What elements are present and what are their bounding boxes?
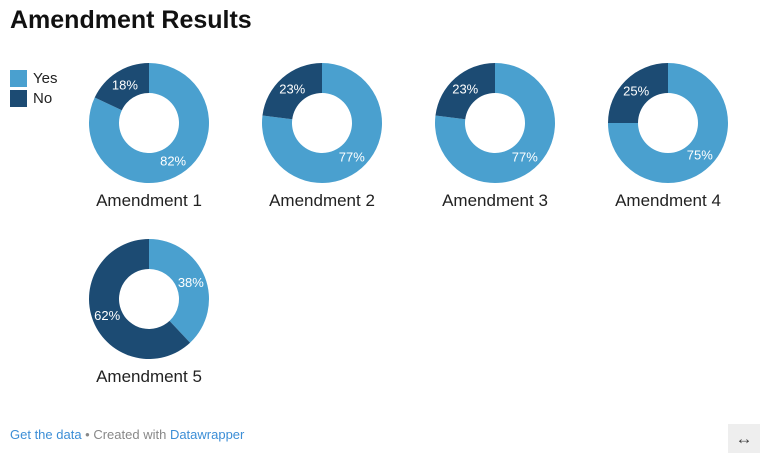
amendment-4-yes-slice <box>608 63 728 183</box>
amendment-3-yes-slice <box>435 63 556 184</box>
amendment-2-yes-label: 77% <box>339 149 365 164</box>
amendment-2-no-slice <box>262 63 322 120</box>
get-data-link[interactable]: Get the data <box>10 427 82 442</box>
legend-label-no: No <box>33 89 53 107</box>
amendment-1-title: Amendment 1 <box>96 191 202 210</box>
amendment-1-yes-label: 82% <box>160 153 186 168</box>
footer-separator: • Created with <box>81 427 170 442</box>
amendment-5-no-label: 62% <box>94 308 120 323</box>
datawrapper-link[interactable]: Datawrapper <box>169 427 245 442</box>
expand-button[interactable]: ↔ <box>728 424 760 453</box>
legend-swatch-no <box>10 89 27 107</box>
amendment-5-no-slice <box>89 239 191 360</box>
legend: Yes No <box>10 68 57 108</box>
amendment-1-yes-slice <box>89 63 210 184</box>
amendment-5-yes-slice <box>149 239 210 343</box>
footer: Get the data • Created with Datawrapper <box>10 427 244 442</box>
amendment-4-no-slice <box>608 63 668 123</box>
amendment-4-no-label: 25% <box>623 84 649 99</box>
amendment-4-title: Amendment 4 <box>615 191 721 210</box>
legend-label-yes: Yes <box>33 69 58 87</box>
expand-icon: ↔ <box>735 428 753 448</box>
amendment-3-yes-label: 77% <box>512 149 538 164</box>
amendment-4-yes-label: 75% <box>687 147 713 162</box>
amendment-3-title: Amendment 3 <box>442 191 548 210</box>
amendment-5-title: Amendment 5 <box>96 367 202 386</box>
chart-title: Amendment Results <box>10 6 252 34</box>
amendment-2-no-label: 23% <box>279 82 305 97</box>
amendment-2-yes-slice <box>261 63 382 184</box>
legend-item-yes: Yes <box>10 68 57 88</box>
amendment-5-yes-label: 38% <box>178 275 204 290</box>
amendment-3-no-label: 23% <box>452 82 478 97</box>
amendment-1-no-slice <box>94 63 149 111</box>
legend-item-no: No <box>10 88 57 108</box>
amendment-1-no-label: 18% <box>112 78 138 93</box>
amendment-2-title: Amendment 2 <box>269 191 375 210</box>
amendment-3-no-slice <box>435 63 495 120</box>
legend-swatch-yes <box>10 69 27 87</box>
